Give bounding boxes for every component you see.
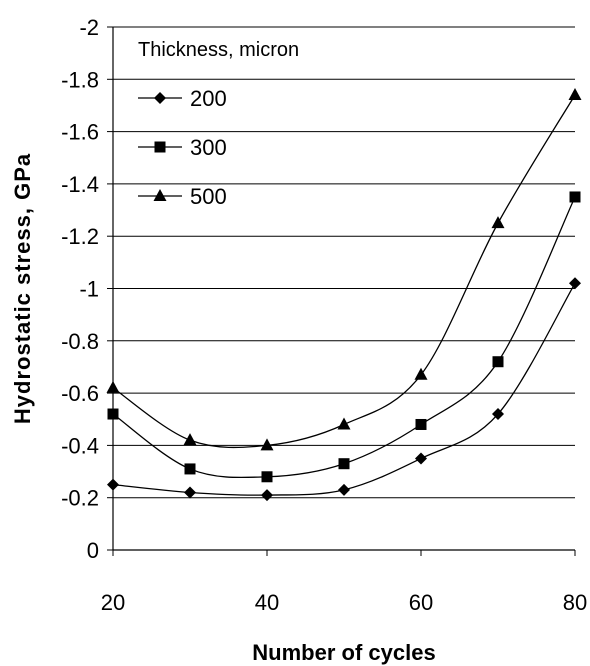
legend-marker-200 <box>154 92 166 104</box>
y-tick-label: -0.6 <box>61 381 99 406</box>
x-tick-label: 40 <box>255 590 279 615</box>
legend-title: Thickness, micron <box>138 39 299 61</box>
data-point-200 <box>492 408 504 421</box>
data-point-300 <box>107 408 119 420</box>
legend-label-300: 300 <box>190 135 227 160</box>
y-tick-label: -0.4 <box>61 433 99 458</box>
data-point-200 <box>261 489 273 502</box>
x-tick-label: 20 <box>101 590 125 615</box>
gridlines <box>113 26 575 499</box>
series-markers <box>106 87 582 502</box>
y-tick-label: -1 <box>79 277 99 302</box>
data-point-500 <box>183 433 197 446</box>
data-point-300 <box>338 458 350 470</box>
axes <box>107 26 576 556</box>
y-tick-label: -0.8 <box>61 329 99 354</box>
legend-marker-500 <box>153 189 167 201</box>
data-point-300 <box>184 463 196 475</box>
y-tick-label: -1.2 <box>61 224 99 249</box>
y-tick-label: 0 <box>87 538 99 563</box>
y-axis-title: Hydrostatic stress, GPa <box>10 153 35 424</box>
legend-label-500: 500 <box>190 184 227 209</box>
data-point-500 <box>568 87 582 100</box>
y-tick-label: -1.6 <box>61 120 99 145</box>
data-point-200 <box>569 277 581 290</box>
y-tick-label: -1.4 <box>61 172 99 197</box>
y-tick-label: -0.2 <box>61 486 99 511</box>
data-point-200 <box>107 478 119 491</box>
y-tick-label: -2 <box>79 15 99 40</box>
series-line-500 <box>112 94 576 449</box>
data-point-500 <box>414 367 428 380</box>
data-point-500 <box>337 417 351 430</box>
data-point-200 <box>415 452 427 465</box>
y-tick-label: -1.8 <box>61 67 99 92</box>
x-tick-label: 80 <box>563 590 587 615</box>
series-lines <box>112 94 576 496</box>
legend: Thickness, micron 200 300 500 <box>138 39 299 209</box>
data-point-200 <box>338 483 350 496</box>
x-axis-title: Number of cycles <box>252 640 435 665</box>
legend-label-200: 200 <box>190 86 227 111</box>
data-point-300 <box>492 356 504 368</box>
data-point-200 <box>184 486 196 499</box>
data-point-500 <box>491 216 505 229</box>
legend-marker-300 <box>154 141 166 153</box>
data-point-300 <box>569 191 581 203</box>
series-line-300 <box>112 196 576 479</box>
data-point-300 <box>261 471 273 483</box>
data-point-500 <box>260 438 274 451</box>
data-point-500 <box>106 380 120 393</box>
tick-labels: 0 -0.2 -0.4 -0.6 -0.8 -1 -1.2 -1.4 -1.6 -1.8 -2 20 4… <box>61 15 587 615</box>
x-tick-label: 60 <box>409 590 433 615</box>
data-point-300 <box>415 418 427 430</box>
